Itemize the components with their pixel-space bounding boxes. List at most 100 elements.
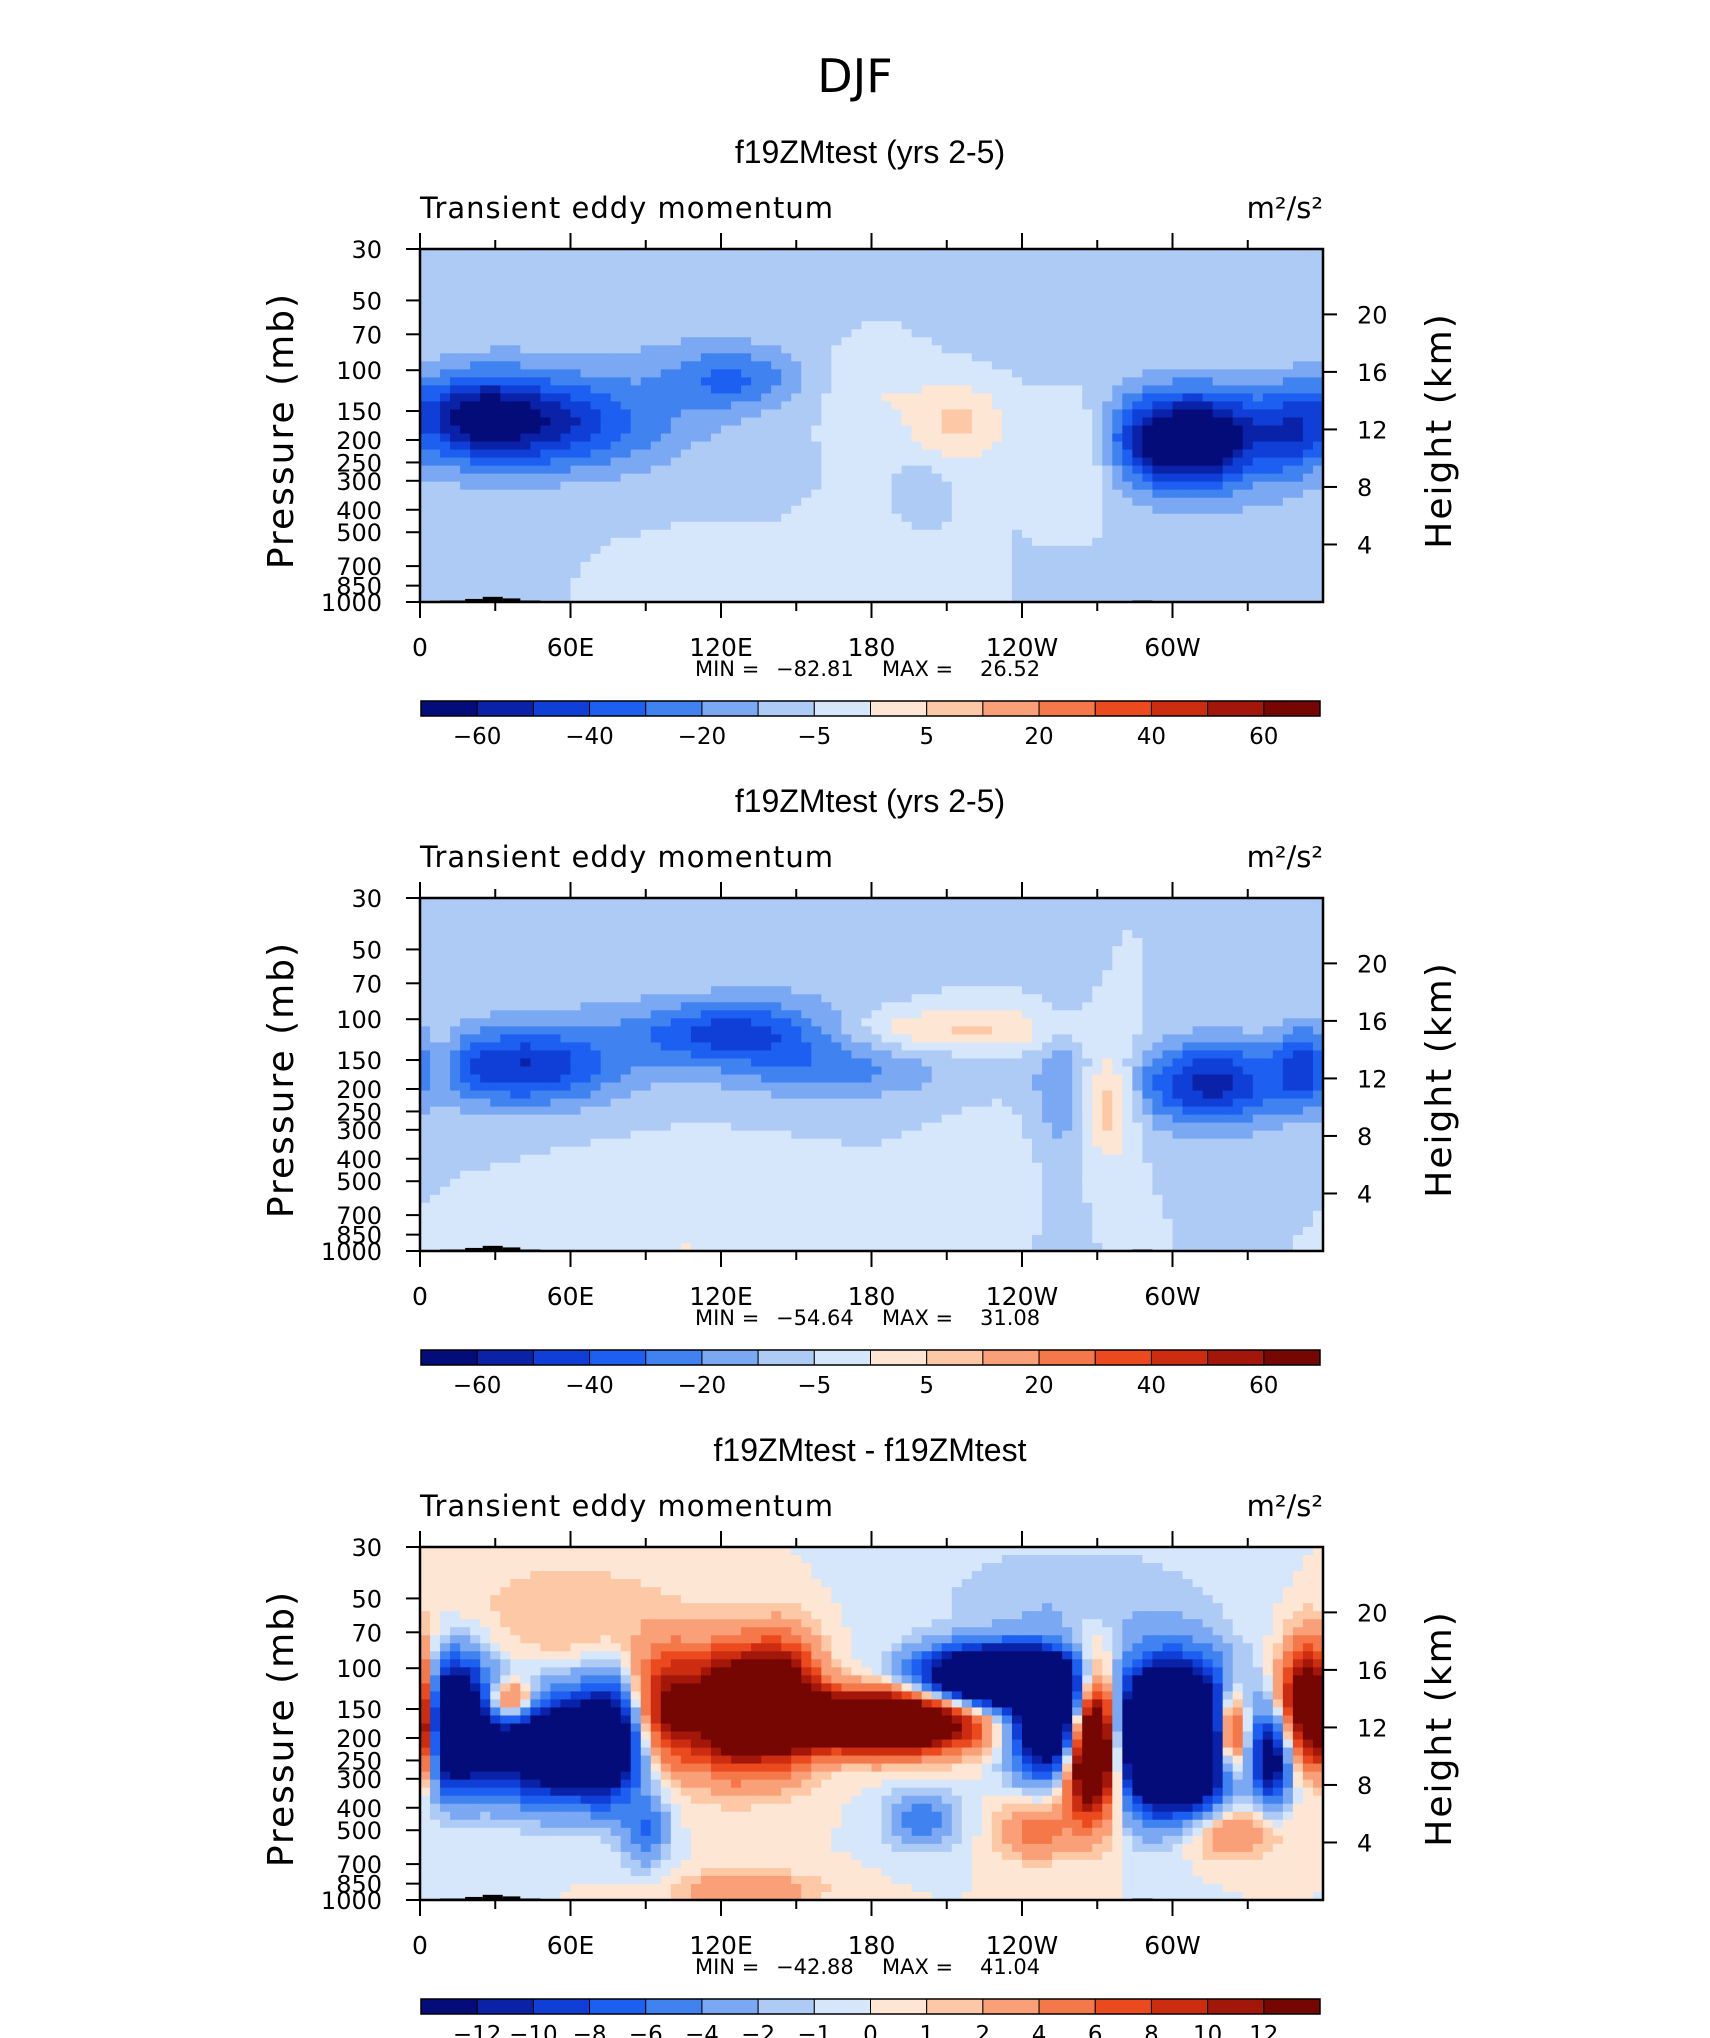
contour-cell xyxy=(1042,914,1053,923)
contour-cell xyxy=(771,898,782,907)
contour-cell xyxy=(520,457,531,467)
contour-cell xyxy=(941,425,953,435)
contour-cell xyxy=(1042,265,1053,274)
contour-cell xyxy=(650,954,662,963)
contour-cell xyxy=(1152,321,1164,330)
contour-cell xyxy=(610,273,622,282)
contour-cell xyxy=(1222,513,1234,523)
contour-cell xyxy=(1182,345,1194,354)
contour-cell xyxy=(1222,906,1234,915)
contour-cell xyxy=(1072,385,1083,395)
contour-cell xyxy=(600,898,612,907)
contour-cell xyxy=(1032,513,1043,523)
contour-cell xyxy=(560,978,572,987)
contour-cell xyxy=(1082,521,1093,531)
contour-cell xyxy=(1272,433,1284,443)
contour-cell xyxy=(1122,497,1133,507)
contour-cell xyxy=(781,545,792,555)
contour-cell xyxy=(700,353,712,362)
contour-cell xyxy=(961,954,973,963)
contour-cell xyxy=(791,345,802,354)
contour-cell xyxy=(741,465,752,475)
contour-cell xyxy=(771,417,782,427)
contour-cell xyxy=(490,473,501,483)
contour-cell xyxy=(1222,577,1234,587)
contour-cell xyxy=(1252,962,1264,971)
colorbar-label: 60 xyxy=(1249,724,1278,750)
contour-cell xyxy=(881,938,893,947)
contour-cell xyxy=(1272,930,1284,939)
contour-cell xyxy=(851,297,863,306)
contour-cell xyxy=(771,930,782,939)
contour-cell xyxy=(871,946,883,955)
contour-cell xyxy=(1262,257,1274,266)
contour-cell xyxy=(741,593,752,603)
contour-cell xyxy=(931,521,943,531)
contour-cell xyxy=(1001,505,1013,515)
contour-cell xyxy=(821,954,832,963)
contour-cell xyxy=(1142,946,1154,955)
contour-cell xyxy=(1032,521,1043,531)
contour-cell xyxy=(811,457,822,467)
contour-cell xyxy=(1162,545,1174,555)
contour-cell xyxy=(590,529,602,539)
contour-cell xyxy=(1192,249,1204,258)
contour-cell xyxy=(1022,946,1033,955)
contour-cell xyxy=(861,553,873,563)
contour-cell xyxy=(1192,417,1204,427)
contour-cell xyxy=(911,321,923,330)
contour-cell xyxy=(710,465,722,475)
contour-cell xyxy=(470,433,481,443)
contour-cell xyxy=(1052,249,1063,258)
contour-cell xyxy=(630,425,642,435)
contour-cell xyxy=(1232,433,1244,443)
contour-cell xyxy=(700,257,712,266)
contour-cell xyxy=(1292,273,1304,282)
contour-cell xyxy=(1042,417,1053,427)
contour-cell xyxy=(570,289,582,298)
contour-cell xyxy=(650,449,662,459)
contour-cell xyxy=(761,369,772,378)
contour-cell xyxy=(660,505,672,515)
contour-cell xyxy=(1042,593,1053,603)
contour-cell xyxy=(1192,561,1204,571)
contour-cell xyxy=(961,577,973,587)
contour-cell xyxy=(620,385,632,395)
contour-cell xyxy=(450,537,461,547)
contour-cell xyxy=(1142,513,1154,523)
contour-cell xyxy=(851,898,863,907)
contour-cell xyxy=(901,433,913,443)
contour-cell xyxy=(1212,441,1224,451)
contour-cell xyxy=(771,369,782,378)
contour-cell xyxy=(420,385,431,395)
contour-cell xyxy=(811,505,822,515)
contour-cell xyxy=(470,361,481,370)
contour-cell xyxy=(881,914,893,923)
contour-cell xyxy=(430,289,441,298)
contour-cell xyxy=(931,305,943,314)
contour-cell xyxy=(710,377,722,386)
contour-cell xyxy=(861,505,873,515)
contour-cell xyxy=(781,305,792,314)
contour-cell xyxy=(821,537,832,547)
contour-cell xyxy=(1092,545,1103,555)
contour-cell xyxy=(1282,337,1294,346)
contour-cell xyxy=(1112,417,1123,427)
contour-cell xyxy=(841,273,853,282)
contour-cell xyxy=(951,385,963,395)
contour-cell xyxy=(630,545,642,555)
contour-cell xyxy=(971,337,983,346)
contour-cell xyxy=(1242,537,1254,547)
contour-cell xyxy=(490,914,501,923)
contour-cell xyxy=(660,553,672,563)
contour-cell xyxy=(520,393,531,403)
contour-cell xyxy=(1192,409,1204,419)
contour-cell xyxy=(430,409,441,419)
contour-cell xyxy=(841,465,853,475)
contour-cell xyxy=(1072,513,1083,523)
contour-cell xyxy=(700,569,712,579)
min-max-readout: MIN = −82.81 MAX = 26.52 xyxy=(695,657,1040,681)
contour-cell xyxy=(731,537,742,547)
contour-cell xyxy=(600,561,612,571)
